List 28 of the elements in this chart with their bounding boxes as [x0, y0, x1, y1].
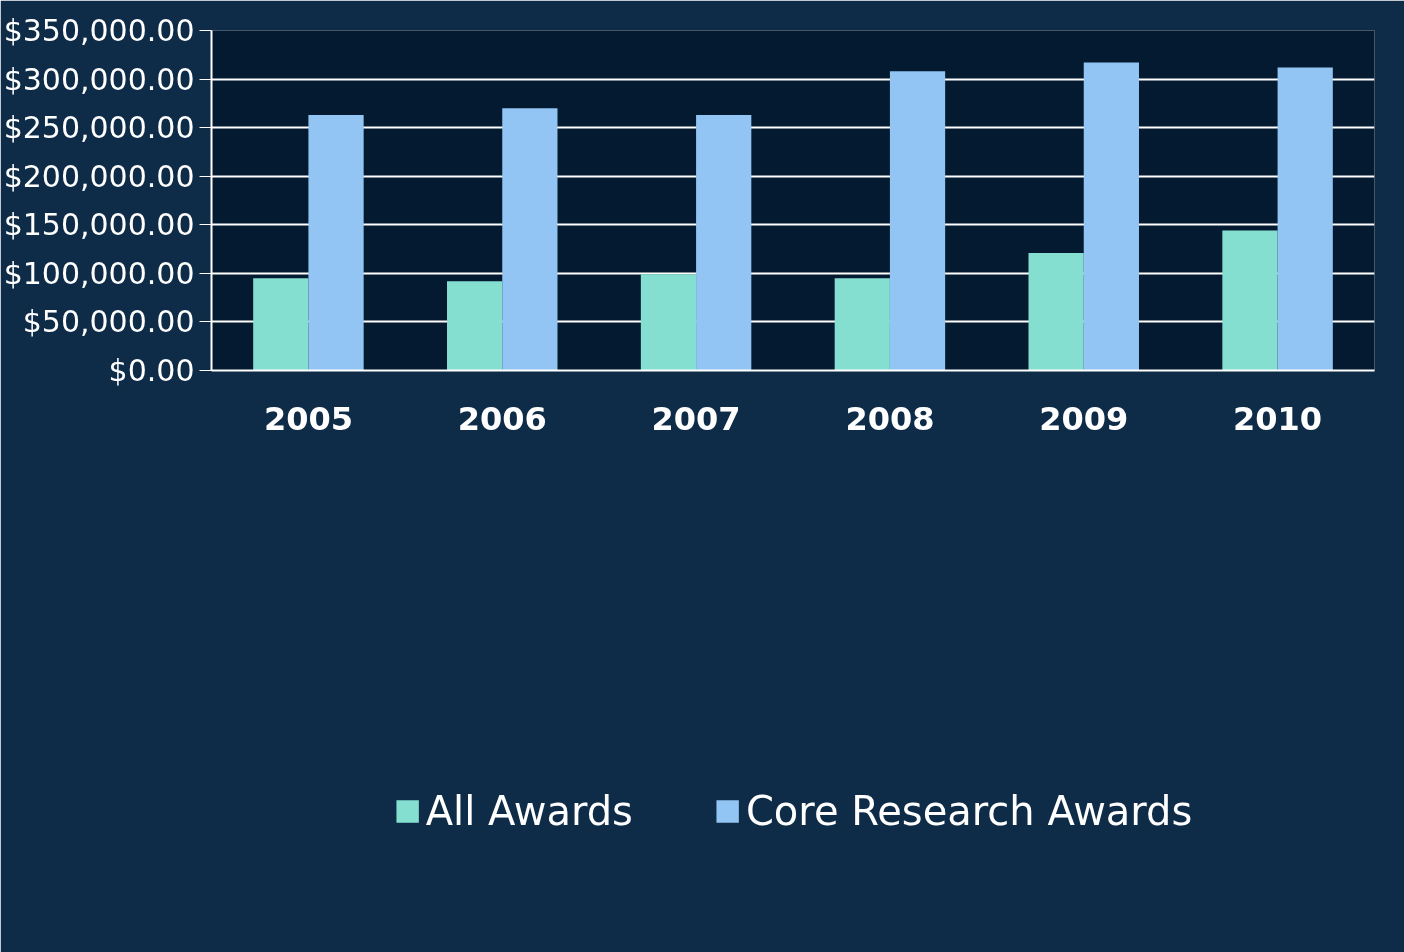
bar — [640, 274, 697, 371]
y-tick-label: $50,000.00 — [22, 304, 195, 340]
y-tick-label: $350,000.00 — [3, 13, 195, 48]
bar — [1222, 230, 1278, 371]
y-tick-label: $100,000.00 — [3, 255, 195, 291]
y-tick-label: $150,000.00 — [3, 207, 195, 243]
bar — [1083, 62, 1139, 371]
y-tick-label: $300,000.00 — [3, 61, 195, 97]
x-tick-label: 2007 — [651, 399, 741, 438]
bar — [1028, 252, 1084, 371]
x-tick-label: 2010 — [1233, 399, 1323, 438]
y-tick-label: $200,000.00 — [3, 158, 195, 194]
x-tick-label: 2005 — [263, 399, 353, 438]
bar — [447, 281, 503, 371]
x-tick-label: 2009 — [1039, 399, 1129, 438]
x-tick-label: 2006 — [457, 399, 547, 438]
legend-label: All Awards — [425, 787, 633, 834]
bar — [502, 108, 558, 371]
bar — [253, 278, 309, 371]
bar — [696, 115, 752, 371]
y-tick-label: $250,000.00 — [3, 110, 195, 146]
bar — [834, 278, 890, 371]
bar — [889, 71, 946, 371]
y-tick-label: $0.00 — [108, 353, 195, 388]
x-tick-label: 2008 — [845, 399, 935, 438]
bar — [1277, 67, 1333, 371]
bar — [308, 115, 364, 371]
legend-label: Core Research Awards — [745, 787, 1193, 834]
